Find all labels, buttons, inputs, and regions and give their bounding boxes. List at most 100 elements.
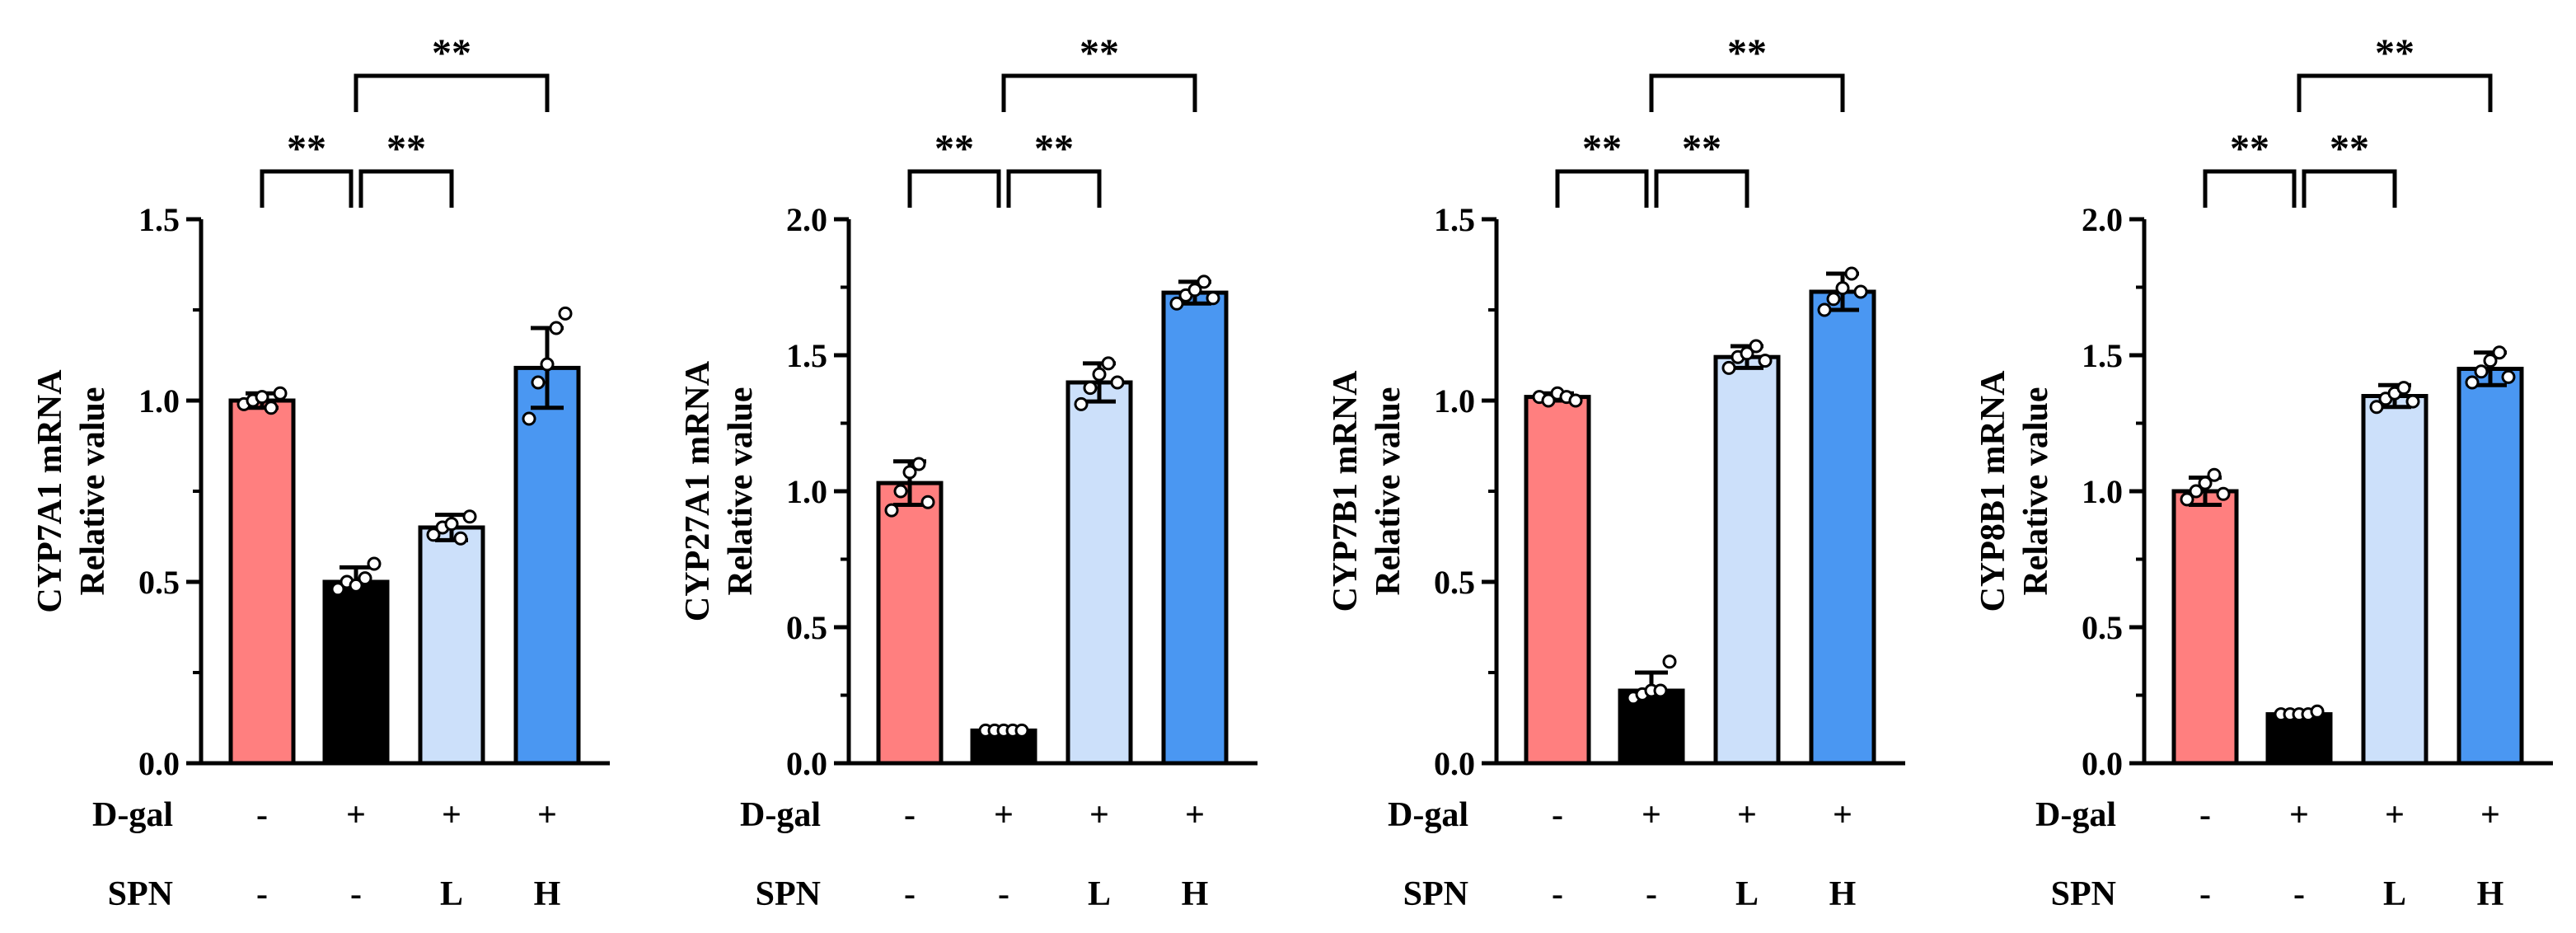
significance-bracket: ** xyxy=(260,127,354,208)
data-point xyxy=(893,484,908,499)
significance-bracket: ** xyxy=(1555,127,1649,208)
data-point xyxy=(1662,654,1677,669)
bar-1 xyxy=(1524,395,1591,766)
y-tick-label: 0.5 xyxy=(1434,564,1475,601)
condition-cell: + xyxy=(1185,796,1205,834)
data-point xyxy=(1541,393,1556,408)
y-axis-label-unit: Relative value xyxy=(722,387,760,595)
condition-cell: H xyxy=(1182,875,1209,913)
bar-2 xyxy=(2265,712,2333,766)
data-point xyxy=(2483,354,2498,368)
data-point xyxy=(1844,266,1859,281)
condition-cell: + xyxy=(2480,796,2500,834)
data-point xyxy=(1853,284,1868,299)
condition-cell: + xyxy=(537,796,557,834)
bracket-line xyxy=(358,169,454,208)
data-point xyxy=(920,495,935,509)
data-point xyxy=(2405,394,2420,409)
condition-cell: L xyxy=(2383,875,2406,913)
condition-cell: + xyxy=(1737,796,1757,834)
significance-bracket: ** xyxy=(1001,31,1197,112)
y-tick-label: 2.0 xyxy=(786,201,827,238)
bar-1 xyxy=(2171,489,2239,766)
condition-cell: H xyxy=(534,875,561,913)
bracket-line xyxy=(1006,169,1102,208)
significance-label: ** xyxy=(1034,127,1074,171)
bracket-line xyxy=(1649,73,1845,112)
data-point xyxy=(558,306,573,321)
significance-label: ** xyxy=(1727,31,1767,75)
data-point xyxy=(1653,683,1668,698)
data-point xyxy=(2310,704,2325,719)
bar-3 xyxy=(1066,380,1133,766)
y-tick-label: 0.0 xyxy=(786,745,827,782)
data-point xyxy=(1568,393,1583,408)
significance-label: ** xyxy=(386,127,426,171)
row-label-d-gal: D-gal xyxy=(740,796,821,834)
y-tick-label: 2.0 xyxy=(2082,201,2123,238)
condition-cell: + xyxy=(442,796,461,834)
significance-label: ** xyxy=(934,127,974,171)
data-point xyxy=(2492,345,2507,360)
y-tick-label: 1.5 xyxy=(2082,337,2123,374)
condition-cell: - xyxy=(256,796,268,834)
significance-bracket: ** xyxy=(1006,127,1102,208)
condition-cell: + xyxy=(2385,796,2405,834)
y-tick-label: 1.0 xyxy=(2082,473,2123,510)
data-point xyxy=(2396,381,2411,396)
y-tick-label: 1.5 xyxy=(786,337,827,374)
y-tick-label: 0.0 xyxy=(1434,745,1475,782)
condition-cell: L xyxy=(1088,875,1111,913)
chart-panel-2: 0.0 0.5 1.0 1.5 2.0 CYP27A1 mRNA Relative valu… xyxy=(679,31,1258,913)
y-axis-label-unit: Relative value xyxy=(2017,387,2055,595)
y-tick-label: 0.0 xyxy=(138,745,180,782)
significance-label: ** xyxy=(287,127,326,171)
bar-1 xyxy=(228,398,296,766)
data-point xyxy=(2189,484,2204,499)
data-point xyxy=(1758,354,1773,368)
data-point xyxy=(1083,381,1098,396)
significance-label: ** xyxy=(2230,127,2269,171)
significance-bracket: ** xyxy=(1654,127,1749,208)
data-point xyxy=(273,386,288,401)
condition-cell: - xyxy=(256,875,268,913)
significance-label: ** xyxy=(432,31,471,75)
bracket-line xyxy=(1555,169,1649,208)
bracket-line xyxy=(2302,169,2397,208)
bar-3 xyxy=(1713,354,1781,766)
data-point xyxy=(2180,492,2194,507)
condition-cell: L xyxy=(1735,875,1759,913)
significance-bracket: ** xyxy=(2297,31,2493,112)
row-label-spn: SPN xyxy=(2051,875,2116,913)
condition-cell: - xyxy=(998,875,1009,913)
significance-label: ** xyxy=(1080,31,1119,75)
y-tick-label: 1.0 xyxy=(786,473,827,510)
data-point xyxy=(1169,296,1184,311)
y-tick-label: 1.5 xyxy=(138,201,180,238)
data-point xyxy=(540,357,555,372)
y-axis-label-unit: Relative value xyxy=(74,387,112,595)
data-point xyxy=(453,531,468,546)
bracket-line xyxy=(260,169,354,208)
bar-3 xyxy=(2361,394,2428,766)
y-tick-label: 0.5 xyxy=(138,564,180,601)
data-point xyxy=(2501,369,2516,384)
data-point xyxy=(1835,281,1850,296)
data-point xyxy=(358,571,372,586)
bracket-line xyxy=(354,73,550,112)
condition-cell: - xyxy=(2293,875,2305,913)
y-tick-label: 0.5 xyxy=(786,609,827,646)
data-point xyxy=(1197,274,1211,289)
condition-cell: L xyxy=(440,875,463,913)
data-point xyxy=(462,509,477,524)
bar-2 xyxy=(322,579,390,766)
condition-cell: + xyxy=(2289,796,2309,834)
condition-cell: - xyxy=(1646,875,1657,913)
bracket-line xyxy=(2203,169,2297,208)
condition-cell: + xyxy=(1642,796,1661,834)
condition-cell: - xyxy=(1552,796,1563,834)
data-point xyxy=(367,556,382,571)
data-point xyxy=(1826,292,1841,307)
row-label-d-gal: D-gal xyxy=(2035,796,2116,834)
